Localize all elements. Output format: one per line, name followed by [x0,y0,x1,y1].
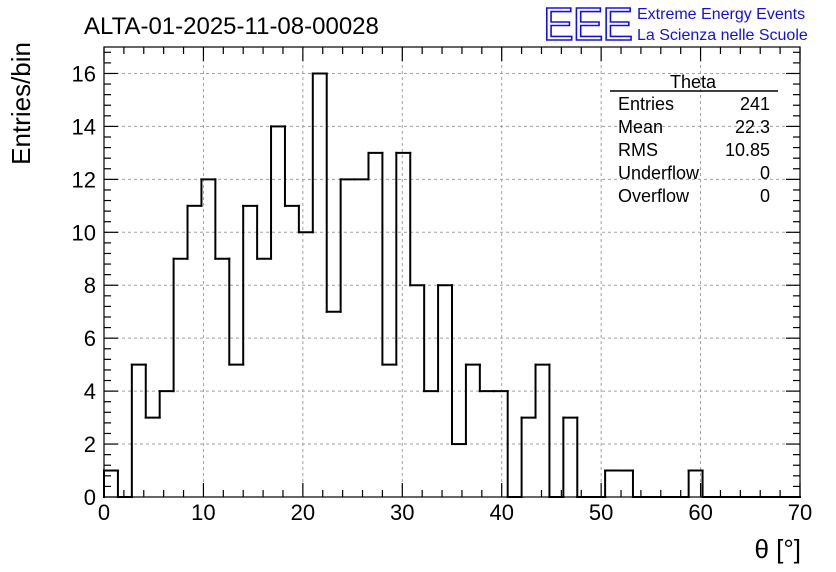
stats-label-underflow: Underflow [618,163,700,183]
plot-frame [103,46,801,498]
stats-title: Theta [670,72,717,92]
x-tick-label: 50 [589,500,613,525]
stats-label-overflow: Overflow [618,186,690,206]
y-tick-label: 16 [72,61,96,86]
x-tick-label: 40 [489,500,513,525]
x-tick-label: 60 [688,500,712,525]
chart-title: ALTA-01-2025-11-08-00028 [84,13,379,40]
stats-label-rms: RMS [618,140,658,160]
stats-value-rms: 10.85 [725,140,770,160]
axis-ticks [103,47,801,498]
y-tick-label: 2 [84,432,96,457]
x-axis-title: θ [°] [754,534,801,564]
y-tick-label: 10 [72,220,96,245]
stats-label-entries: Entries [618,94,674,114]
stats-value-overflow: 0 [760,186,770,206]
stats-value-entries: 241 [740,94,770,114]
x-tick-label: 70 [788,500,812,525]
x-tick-label: 10 [191,500,215,525]
brand-line-2: La Scienza nelle Scuole [637,27,808,44]
eee-logo: EEE [543,0,632,50]
y-tick-labels: 0 2 4 6 8 10 12 14 16 [72,61,96,510]
y-tick-label: 0 [84,485,96,510]
y-tick-label: 12 [72,167,96,192]
stats-value-underflow: 0 [760,163,770,183]
stats-label-mean: Mean [618,117,663,137]
y-tick-label: 4 [84,379,96,404]
branding: EEE Extreme Energy Events La Scienza nel… [542,0,808,51]
y-axis-title: Entries/bin [6,42,36,165]
y-tick-label: 6 [84,326,96,351]
stats-value-mean: 22.3 [735,117,770,137]
y-tick-label: 8 [84,273,96,298]
stats-box: Theta Entries 241 Mean 22.3 RMS 10.85 Un… [610,72,778,206]
x-tick-label: 30 [390,500,414,525]
x-tick-label: 20 [291,500,315,525]
x-tick-labels: 0 10 20 30 40 50 60 70 [98,500,812,525]
y-tick-label: 14 [72,114,96,139]
brand-line-1: Extreme Energy Events [637,6,805,23]
x-tick-label: 0 [98,500,110,525]
